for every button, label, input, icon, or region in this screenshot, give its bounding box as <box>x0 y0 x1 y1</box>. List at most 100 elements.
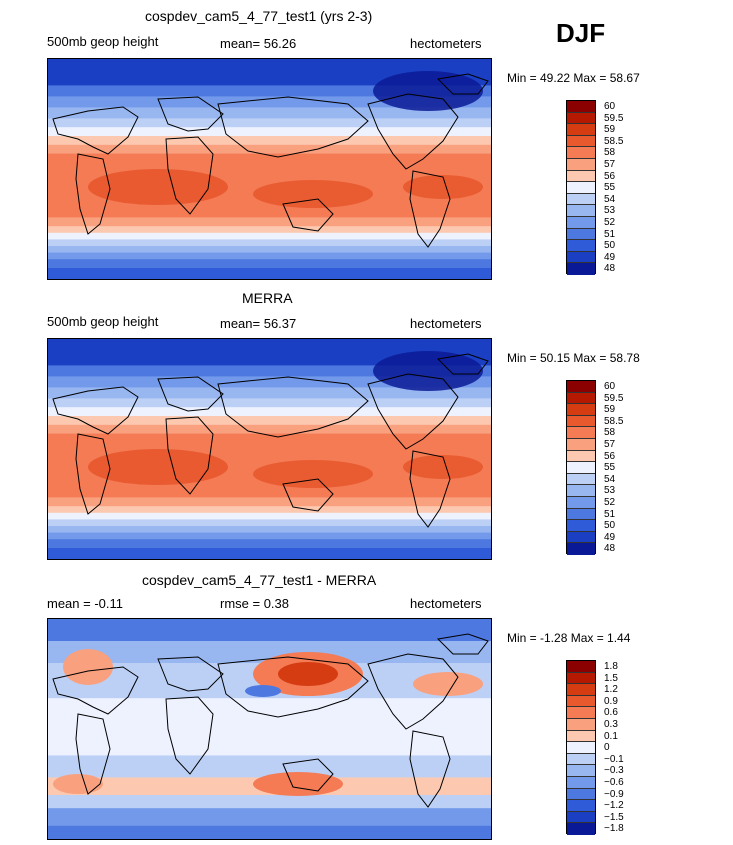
contour-band <box>48 246 491 254</box>
colorbar-tick-label: −0.3 <box>604 765 624 777</box>
panel-obs-map <box>47 338 492 560</box>
colorbar-tick-label: 0.3 <box>604 719 618 730</box>
coastline <box>75 713 111 795</box>
colorbar-swatch <box>567 753 595 766</box>
colorbar-tick-label: 51 <box>604 228 616 240</box>
season-label: DJF <box>556 18 606 48</box>
colorbar-swatch <box>567 381 595 393</box>
colorbar-swatch <box>567 543 595 555</box>
colorbar-tick-label: 55 <box>604 182 616 194</box>
contour-band <box>48 118 491 128</box>
colorbar-swatch <box>567 765 595 777</box>
contour-band <box>245 685 281 697</box>
coastline <box>217 376 369 438</box>
colorbar-tick-label: 54 <box>604 473 616 485</box>
contour-band <box>253 460 373 488</box>
contour-band <box>48 698 491 756</box>
colorbar-tick-label: 53 <box>604 485 616 497</box>
colorbar-swatch <box>567 496 595 509</box>
colorbar-swatch <box>567 193 595 206</box>
colorbar-tick-label: 0.9 <box>604 695 618 707</box>
contour-band <box>373 351 483 391</box>
contour-band <box>253 180 373 208</box>
coastline <box>217 656 369 718</box>
coastline <box>157 96 224 132</box>
panel-obs-minmax: Min = 50.15 Max = 58.78 <box>507 351 640 365</box>
panel-model-contour-svg <box>48 59 491 279</box>
contour-band <box>48 795 491 809</box>
coastline <box>367 93 459 170</box>
colorbar-swatch <box>567 404 595 416</box>
coastline <box>217 96 369 158</box>
contour-band <box>48 755 491 778</box>
colorbar-tick-label: −1.8 <box>604 823 624 835</box>
contour-band <box>373 71 483 111</box>
coastline <box>367 653 459 730</box>
contour-band <box>48 268 491 279</box>
colorbar-tick-label: −0.9 <box>604 788 624 800</box>
coastline <box>367 373 459 450</box>
colorbar-swatch <box>567 695 595 708</box>
colorbar-tick-label: 54 <box>604 193 616 205</box>
panel-model-minmax: Min = 49.22 Max = 58.67 <box>507 71 640 85</box>
contour-band <box>48 96 491 108</box>
colorbar-swatch <box>567 730 595 743</box>
colorbar-tick-label: 57 <box>604 439 616 450</box>
colorbar-tick-label: 58.5 <box>604 415 624 427</box>
colorbar-swatch <box>567 520 595 532</box>
contour-band <box>48 416 491 426</box>
colorbar-swatch <box>567 251 595 264</box>
colorbar-swatch <box>567 392 595 405</box>
colorbar-tick-label: −1.5 <box>604 811 624 823</box>
colorbar-swatch <box>567 811 595 824</box>
colorbar-swatch <box>567 415 595 428</box>
colorbar-swatch <box>567 672 595 685</box>
colorbar-tick-label: 56 <box>604 170 616 182</box>
panel-diff-colorbar <box>566 660 596 835</box>
colorbar-tick-label: 48 <box>604 263 616 275</box>
colorbar-tick-label: 0 <box>604 742 610 754</box>
panel-diff-map <box>47 618 492 840</box>
coastline <box>282 198 334 232</box>
coastline <box>52 386 139 435</box>
coastline <box>157 656 224 692</box>
colorbar-swatch <box>567 147 595 159</box>
colorbar-tick-label: 52 <box>604 497 616 508</box>
colorbar-tick-label: 1.5 <box>604 672 618 684</box>
panel-diff-contour-svg <box>48 619 491 839</box>
colorbar-swatch <box>567 823 595 835</box>
coastline <box>165 136 214 215</box>
colorbar-tick-label: 58.5 <box>604 135 624 147</box>
colorbar-tick-label: 57 <box>604 159 616 170</box>
panel-diff-minmax: Min = -1.28 Max = 1.44 <box>507 631 631 645</box>
contour-band <box>48 365 491 377</box>
colorbar-tick-label: 59.5 <box>604 392 624 404</box>
colorbar-swatch <box>567 742 595 754</box>
colorbar-swatch <box>567 170 595 183</box>
contour-band <box>48 232 491 240</box>
colorbar-swatch <box>567 684 595 696</box>
colorbar-tick-label: −1.2 <box>604 800 624 812</box>
contour-band <box>403 175 483 199</box>
panel-obs-variable: 500mb geop height <box>47 314 159 329</box>
contour-band <box>48 532 491 540</box>
colorbar-tick-label: 0.1 <box>604 730 618 742</box>
colorbar-tick-label: 0.6 <box>604 707 618 719</box>
colorbar-swatch <box>567 661 595 673</box>
panel-diff-mean: mean = -0.11 <box>47 596 124 611</box>
colorbar-tick-label: 49 <box>604 251 616 263</box>
panel-obs-colorbar <box>566 380 596 555</box>
colorbar-swatch <box>567 485 595 497</box>
contour-band <box>48 376 491 388</box>
coastline <box>282 758 334 792</box>
contour-band <box>48 548 491 559</box>
contour-band <box>48 217 491 227</box>
colorbar-swatch <box>567 508 595 521</box>
contour-band <box>48 808 491 827</box>
panel-diff-rmse: rmse = 0.38 <box>220 596 290 611</box>
contour-band <box>48 398 491 408</box>
contour-band <box>48 387 491 399</box>
colorbar-tick-label: 1.2 <box>604 684 618 696</box>
contour-band <box>53 774 103 794</box>
coastline <box>52 106 139 155</box>
